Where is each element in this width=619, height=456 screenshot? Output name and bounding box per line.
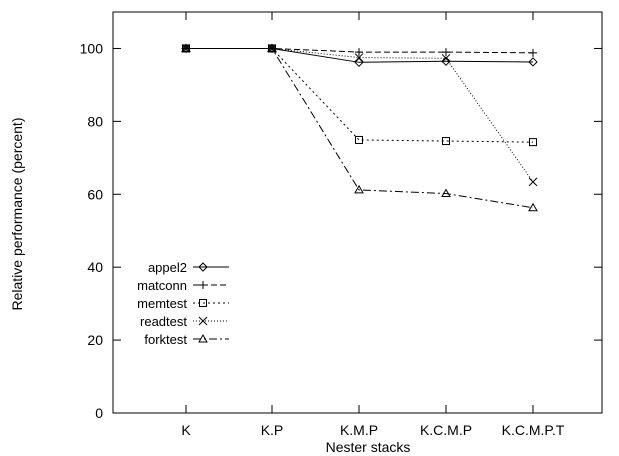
series-line-forktest — [186, 47, 534, 209]
series-matconn — [182, 44, 537, 57]
legend-entry-forktest: forktest — [144, 332, 229, 347]
series-line-readtest — [186, 47, 534, 183]
data-point-forktest — [354, 184, 364, 194]
data-point-memtest — [442, 137, 450, 146]
x-tick-label: K.M.P — [340, 422, 378, 438]
y-tick-label: 80 — [87, 113, 103, 129]
data-point-memtest — [355, 135, 363, 144]
x-tick-label: K.C.M.P — [420, 422, 472, 438]
y-tick-label: 60 — [87, 186, 103, 202]
legend-label: memtest — [137, 296, 187, 311]
legend-entry-appel2: appel2 — [148, 260, 229, 275]
legend-label: appel2 — [148, 260, 187, 275]
data-point-appel2 — [528, 57, 538, 67]
legend-label: matconn — [137, 278, 187, 293]
legend-entry-memtest: memtest — [137, 296, 229, 311]
series-memtest — [182, 44, 537, 147]
data-point-memtest — [529, 138, 537, 147]
plot-frame — [112, 11, 603, 414]
data-point-matconn — [355, 48, 363, 57]
data-point-forktest — [441, 188, 451, 198]
y-tick-label: 20 — [87, 332, 103, 348]
data-point-appel2 — [441, 56, 451, 66]
legend-marker — [199, 299, 207, 307]
data-point-forktest — [181, 43, 191, 52]
legend-marker — [198, 333, 208, 343]
data-point-readtest — [354, 53, 364, 62]
data-point-matconn — [529, 48, 537, 57]
y-tick-label: 40 — [87, 259, 103, 275]
data-point-forktest — [528, 202, 538, 212]
data-point-appel2 — [354, 57, 364, 68]
data-point-readtest — [528, 177, 538, 187]
legend-entry-matconn: matconn — [137, 278, 229, 293]
data-point-matconn — [442, 48, 450, 57]
data-point-readtest — [441, 53, 451, 63]
y-axis-title: Relative performance (percent) — [9, 118, 25, 311]
legend-marker — [198, 262, 208, 272]
legend-entry-readtest: readtest — [140, 314, 229, 329]
x-tick-label: K — [181, 422, 191, 438]
data-point-forktest — [267, 43, 277, 52]
x-axis-title: Nester stacks — [326, 439, 411, 455]
legend-label: readtest — [140, 314, 187, 329]
y-tick-label: 0 — [95, 405, 103, 421]
x-tick-label: K.C.M.P.T — [502, 422, 565, 438]
series-forktest — [181, 43, 538, 212]
legend-marker — [198, 316, 208, 326]
legend-label: forktest — [144, 332, 187, 347]
y-tick-label: 100 — [80, 40, 104, 56]
legend-marker — [199, 281, 207, 289]
x-tick-label: K.P — [261, 422, 284, 438]
